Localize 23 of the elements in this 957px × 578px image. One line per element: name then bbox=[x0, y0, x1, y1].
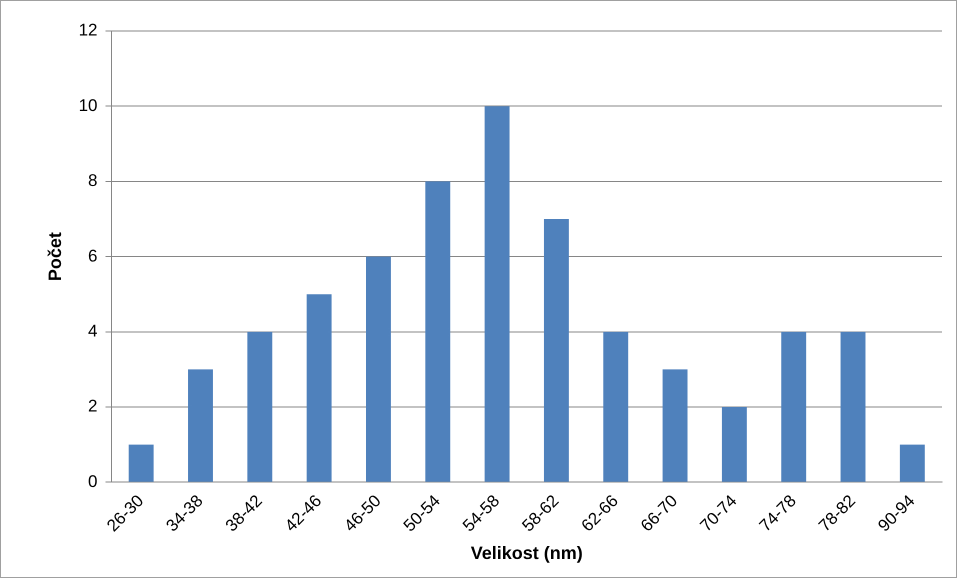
bar bbox=[425, 181, 450, 482]
bar bbox=[840, 332, 866, 482]
bar bbox=[128, 444, 154, 482]
y-tick-label: 4 bbox=[88, 322, 98, 341]
bar bbox=[900, 444, 925, 482]
bar bbox=[366, 256, 391, 482]
y-tick-label: 6 bbox=[88, 246, 98, 266]
y-tick-label: 10 bbox=[78, 96, 98, 115]
bar bbox=[188, 369, 213, 482]
bar bbox=[544, 219, 569, 482]
y-tick-label: 8 bbox=[88, 171, 98, 190]
bar bbox=[603, 332, 628, 482]
bar bbox=[722, 407, 747, 482]
bar bbox=[781, 332, 806, 482]
y-tick-label: 12 bbox=[78, 20, 98, 40]
bar bbox=[662, 369, 688, 482]
x-axis-title: Velikost (nm) bbox=[470, 543, 583, 564]
bar bbox=[484, 106, 510, 482]
bar bbox=[306, 294, 332, 482]
bar bbox=[247, 332, 272, 482]
y-tick-label: 0 bbox=[88, 472, 98, 491]
y-axis-title: Počet bbox=[44, 232, 65, 282]
y-tick-label: 2 bbox=[88, 396, 98, 416]
